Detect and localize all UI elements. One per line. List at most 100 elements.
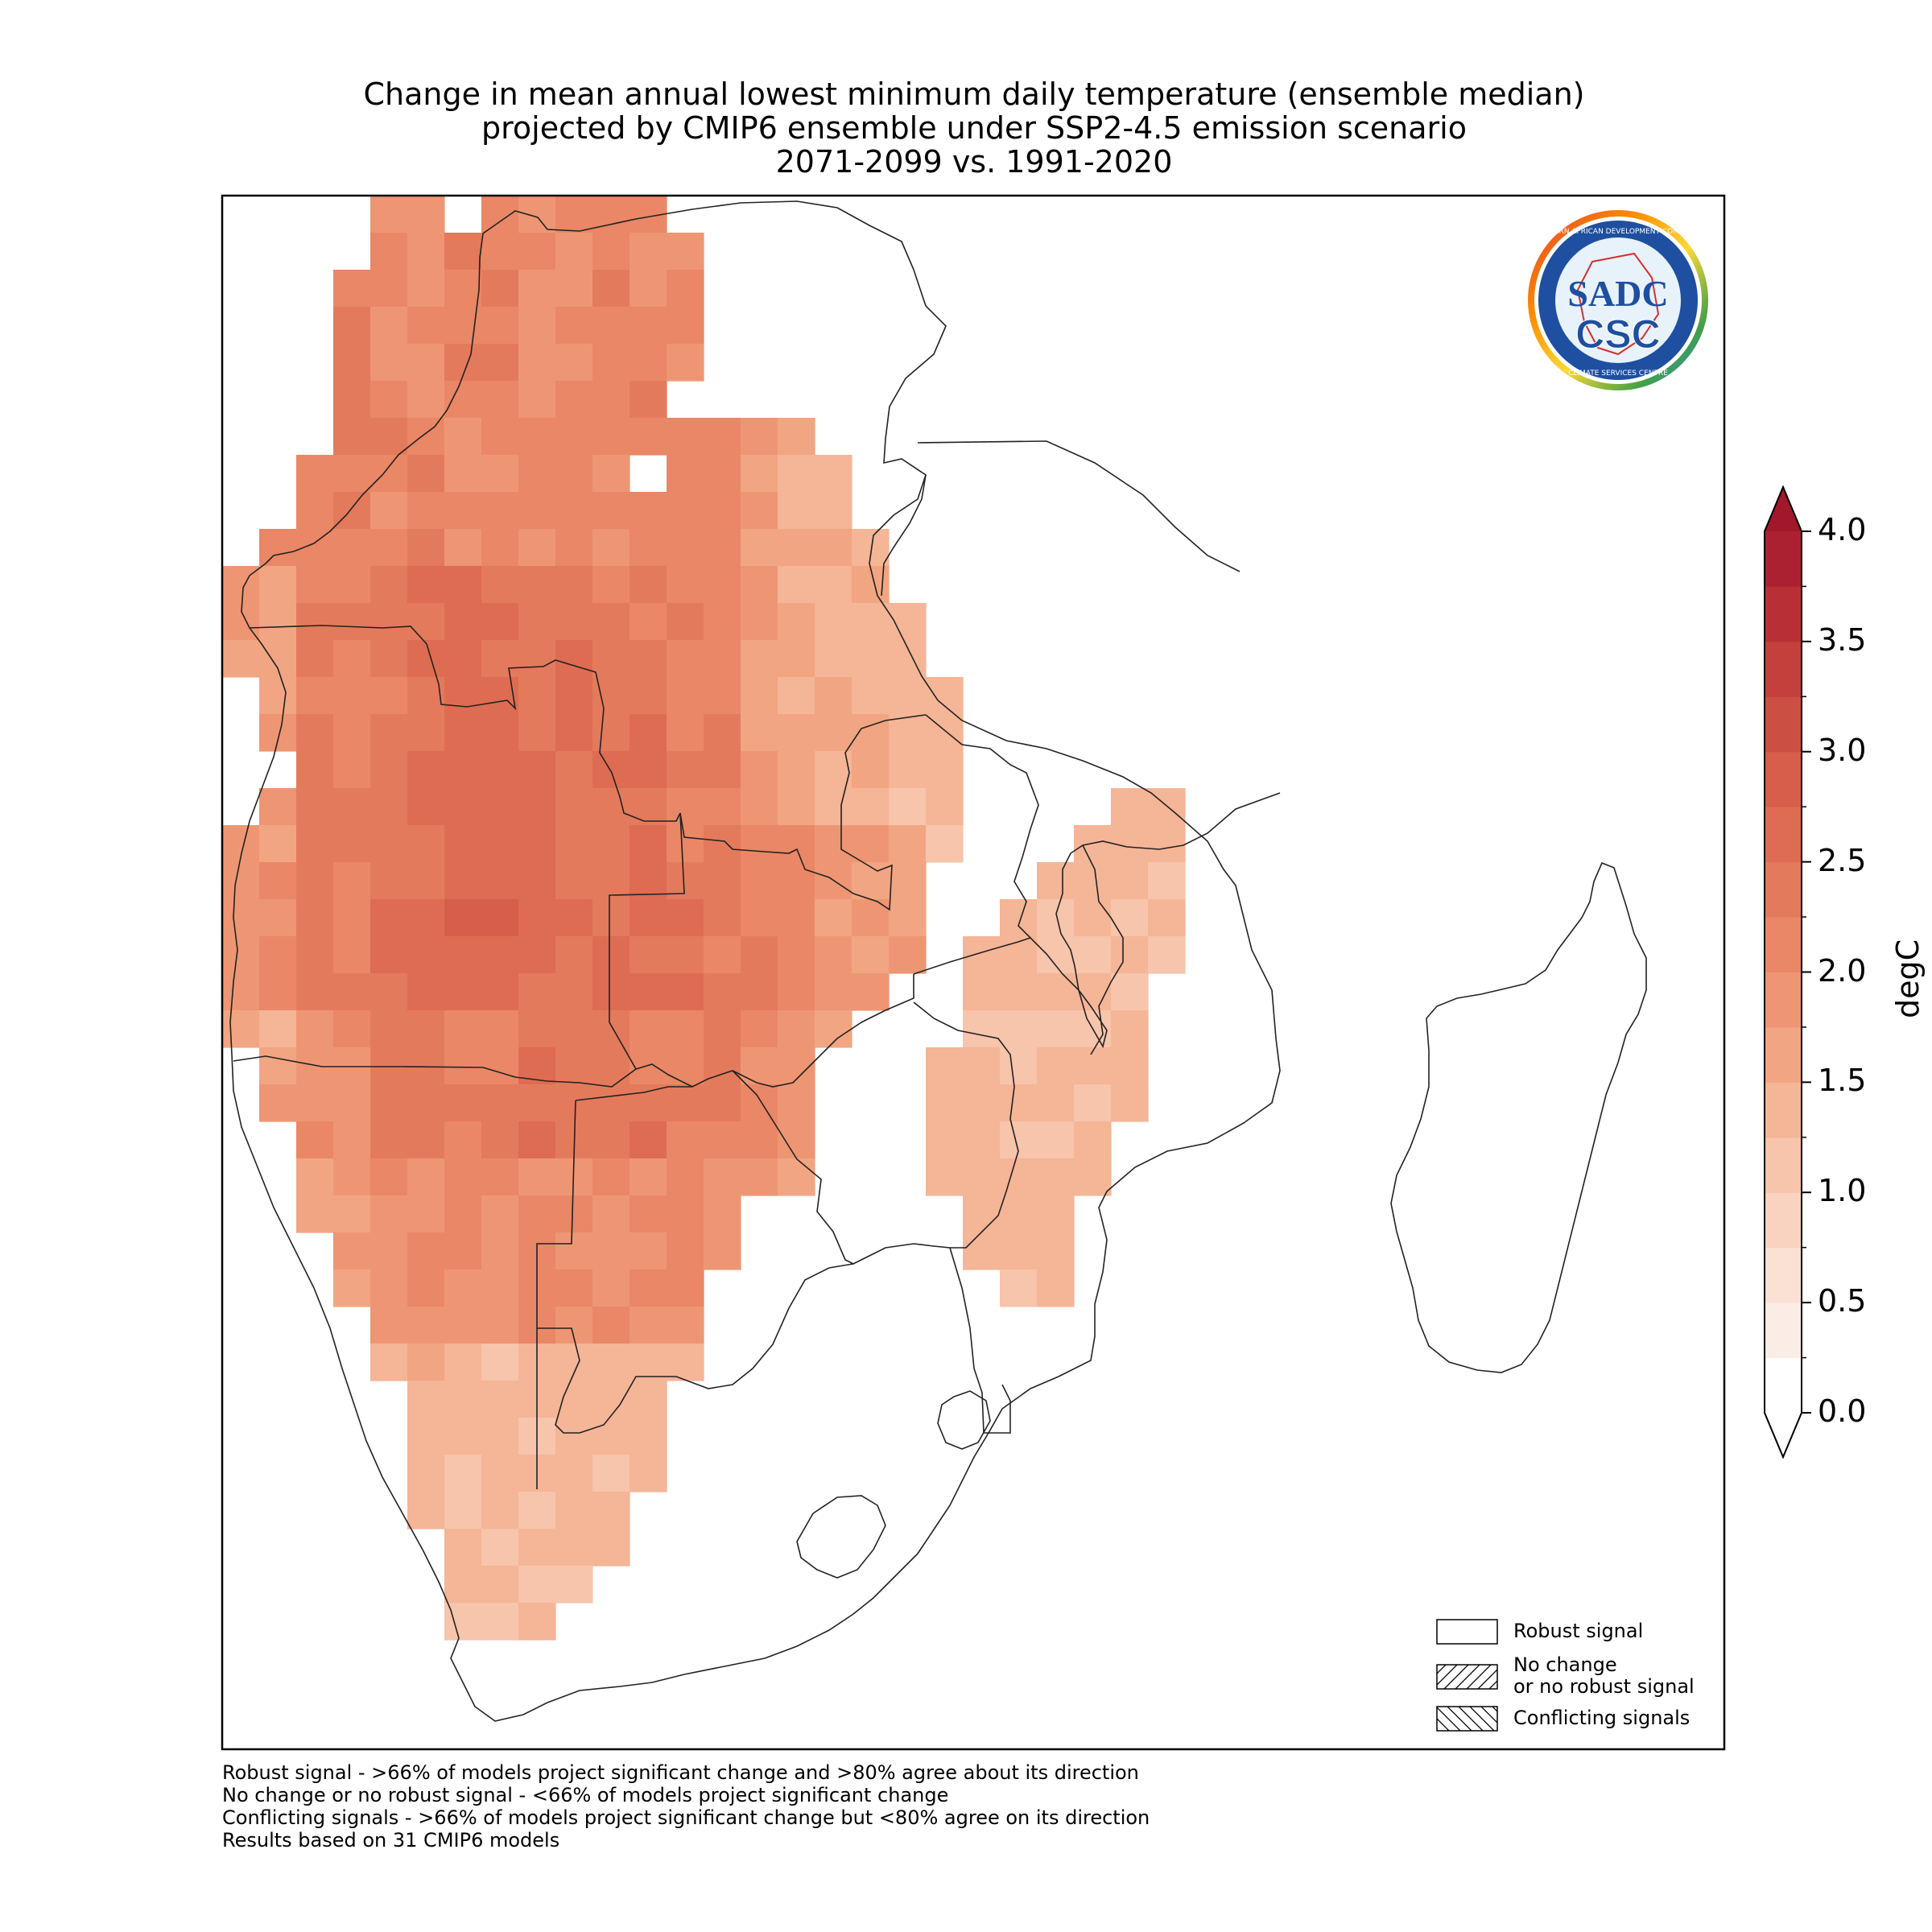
grid-cell [630,307,667,345]
grid-cell [333,751,371,789]
grid-cell [704,1158,741,1196]
grid-cell [1074,1047,1112,1085]
logo-ring-text-top: SOUTHERN AFRICAN DEVELOPMENT COMMUNITY [1529,228,1707,236]
zambia-mozambique-border [913,937,1031,975]
grid-cell [518,1121,556,1159]
grid-cell [444,381,482,419]
grid-cell [370,825,408,863]
grid-cell [1000,1269,1038,1307]
grid-cell [815,936,852,974]
grid-cell [630,492,667,530]
grid-cell [555,270,593,308]
grid-cell [741,936,778,974]
grid-cell [370,307,408,345]
grid-cell [852,751,890,789]
grid-cell [741,825,778,863]
grid-cell [667,1232,704,1270]
grid-cell [518,455,556,493]
grid-cell [852,677,890,715]
grid-cell [741,1010,778,1048]
grid-cell [555,1566,593,1604]
grid-cell [481,1381,519,1418]
grid-cell [296,936,334,974]
grid-cell [889,751,927,789]
grid-cell [1111,936,1149,974]
grid-cell [778,418,815,456]
grid-cell [630,1158,667,1196]
grid-cell [667,492,704,530]
grid-cell [370,1010,408,1048]
grid-cell [592,381,630,419]
grid-cell [333,344,371,382]
grid-cell [704,899,741,937]
colorbar-segment [1765,972,1802,1028]
grid-cell [592,973,630,1011]
grid-cell [518,418,556,456]
grid-cell [518,1195,556,1233]
grid-cell [778,751,815,789]
grid-cell [815,825,852,863]
grid-cell [630,640,667,678]
grid-cell [555,492,593,530]
grid-cell [444,1084,482,1122]
grid-cell [630,1047,667,1085]
grid-cell [333,307,371,345]
grid-cell [407,1455,445,1492]
grid-cell [592,1121,630,1159]
grid-cell [481,1455,519,1492]
grid-cell [1000,1084,1038,1122]
grid-cell [1000,1158,1038,1196]
legend-swatch-robust [1436,1619,1498,1645]
grid-cell [704,603,741,641]
grid-cell [630,1195,667,1233]
grid-cell [518,751,556,789]
grid-cell [630,1381,667,1418]
colorbar-segment [1765,1247,1802,1303]
grid-cell [592,1344,630,1381]
grid-cell [667,270,704,308]
grid-cell [852,640,890,678]
footnote-line-3: Conflicting signals - >66% of models pro… [222,1806,1150,1829]
grid-cell [630,1344,667,1381]
grid-cell [630,1307,667,1344]
grid-cell [444,1010,482,1048]
grid-cell [1148,825,1186,863]
grid-cell [481,1566,519,1604]
grid-cell [963,1010,1001,1048]
grid-cell [481,1307,519,1344]
grid-cell [667,677,704,715]
grid-cell [592,1158,630,1196]
grid-cell [407,936,445,974]
grid-cell [592,418,630,456]
legend-label-robust: Robust signal [1513,1620,1644,1642]
grid-cell [222,603,260,641]
grid-cell [333,825,371,863]
grid-cell [704,825,741,863]
grid-cell [481,603,519,641]
grid-cell [481,751,519,789]
grid-cell [704,529,741,567]
grid-cell [963,1158,1001,1196]
grid-cell [555,677,593,715]
malawi-border [1030,844,1124,1055]
legend-label-no-change: No change or no robust signal [1513,1654,1695,1698]
grid-cell [296,566,334,604]
grid-cell [630,1455,667,1492]
grid-cell [778,788,815,826]
legend-label-no-change-line2: or no robust signal [1513,1675,1695,1698]
grid-cell [296,825,334,863]
grid-cell [370,1084,408,1122]
grid-cell [370,270,408,308]
grid-cell [926,825,964,863]
grid-cell [481,566,519,604]
grid-cell [259,640,297,678]
zambia-zimbabwe-border [635,974,914,1088]
grid-cell [444,418,482,456]
title-line-2: projected by CMIP6 ensemble under SSP2-4… [481,110,1467,146]
colorbar-segment [1765,586,1802,642]
grid-cell [370,529,408,567]
grid-cell [815,529,852,567]
colorbar-segment [1765,1082,1802,1138]
grid-cell [555,1492,593,1530]
grid-cell [333,936,371,974]
